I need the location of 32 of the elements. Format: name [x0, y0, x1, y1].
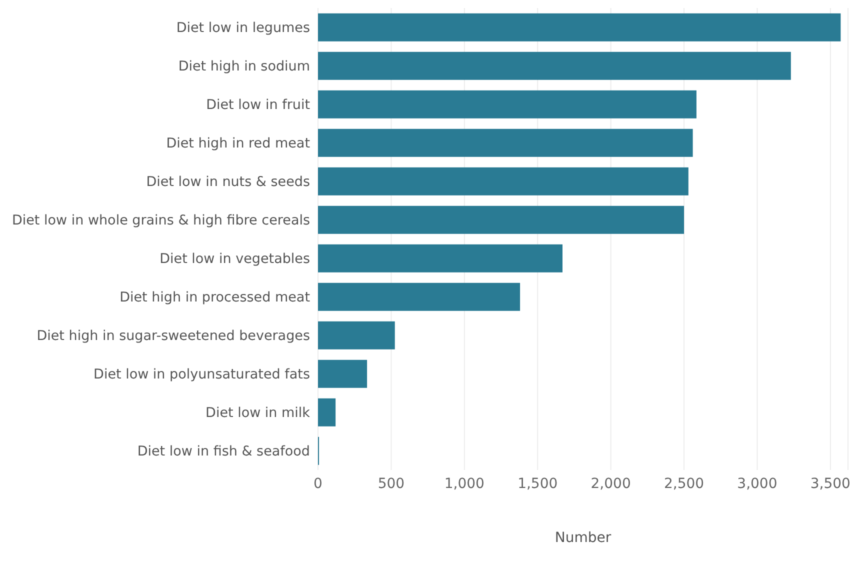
y-tick-label: Diet low in fruit	[206, 97, 310, 114]
bar	[318, 282, 520, 311]
y-tick-label: Diet low in nuts & seeds	[146, 174, 310, 190]
x-tick-label: 3,500	[810, 476, 850, 492]
bar	[318, 244, 563, 272]
x-tick-label: 3,000	[737, 476, 778, 492]
x-tick-label: 0	[314, 476, 322, 492]
bar	[318, 90, 696, 118]
bar	[318, 128, 693, 157]
y-tick-label: Diet low in fish & seafood	[137, 444, 310, 460]
bar	[318, 398, 336, 426]
bar	[318, 13, 841, 42]
y-tick-label: Diet high in red meat	[166, 136, 310, 152]
x-tick-label: 2,500	[664, 476, 704, 492]
bar	[318, 360, 368, 388]
bar	[318, 167, 688, 196]
y-tick-label: Diet high in processed meat	[120, 290, 310, 306]
x-tick-label: 1,000	[444, 476, 484, 492]
x-tick-label: 500	[378, 476, 405, 492]
y-tick-label: Diet low in whole grains & high fibre cereals	[12, 212, 310, 229]
y-tick-label: Diet low in vegetables	[160, 251, 310, 268]
x-tick-label: 2,000	[590, 476, 631, 492]
y-tick-label: Diet low in polyunsaturated fats	[94, 366, 310, 383]
y-tick-label: Diet high in sugar-sweetened beverages	[36, 328, 310, 344]
bar	[318, 321, 395, 350]
y-tick-label: Diet high in sodium	[178, 58, 310, 75]
y-tick-label: Diet low in milk	[206, 405, 310, 422]
y-tick-label: Diet low in legumes	[176, 20, 310, 36]
bar	[318, 52, 791, 80]
x-axis-title: Number	[554, 530, 612, 546]
x-tick-label: 1,500	[518, 476, 558, 492]
bar	[318, 206, 684, 234]
